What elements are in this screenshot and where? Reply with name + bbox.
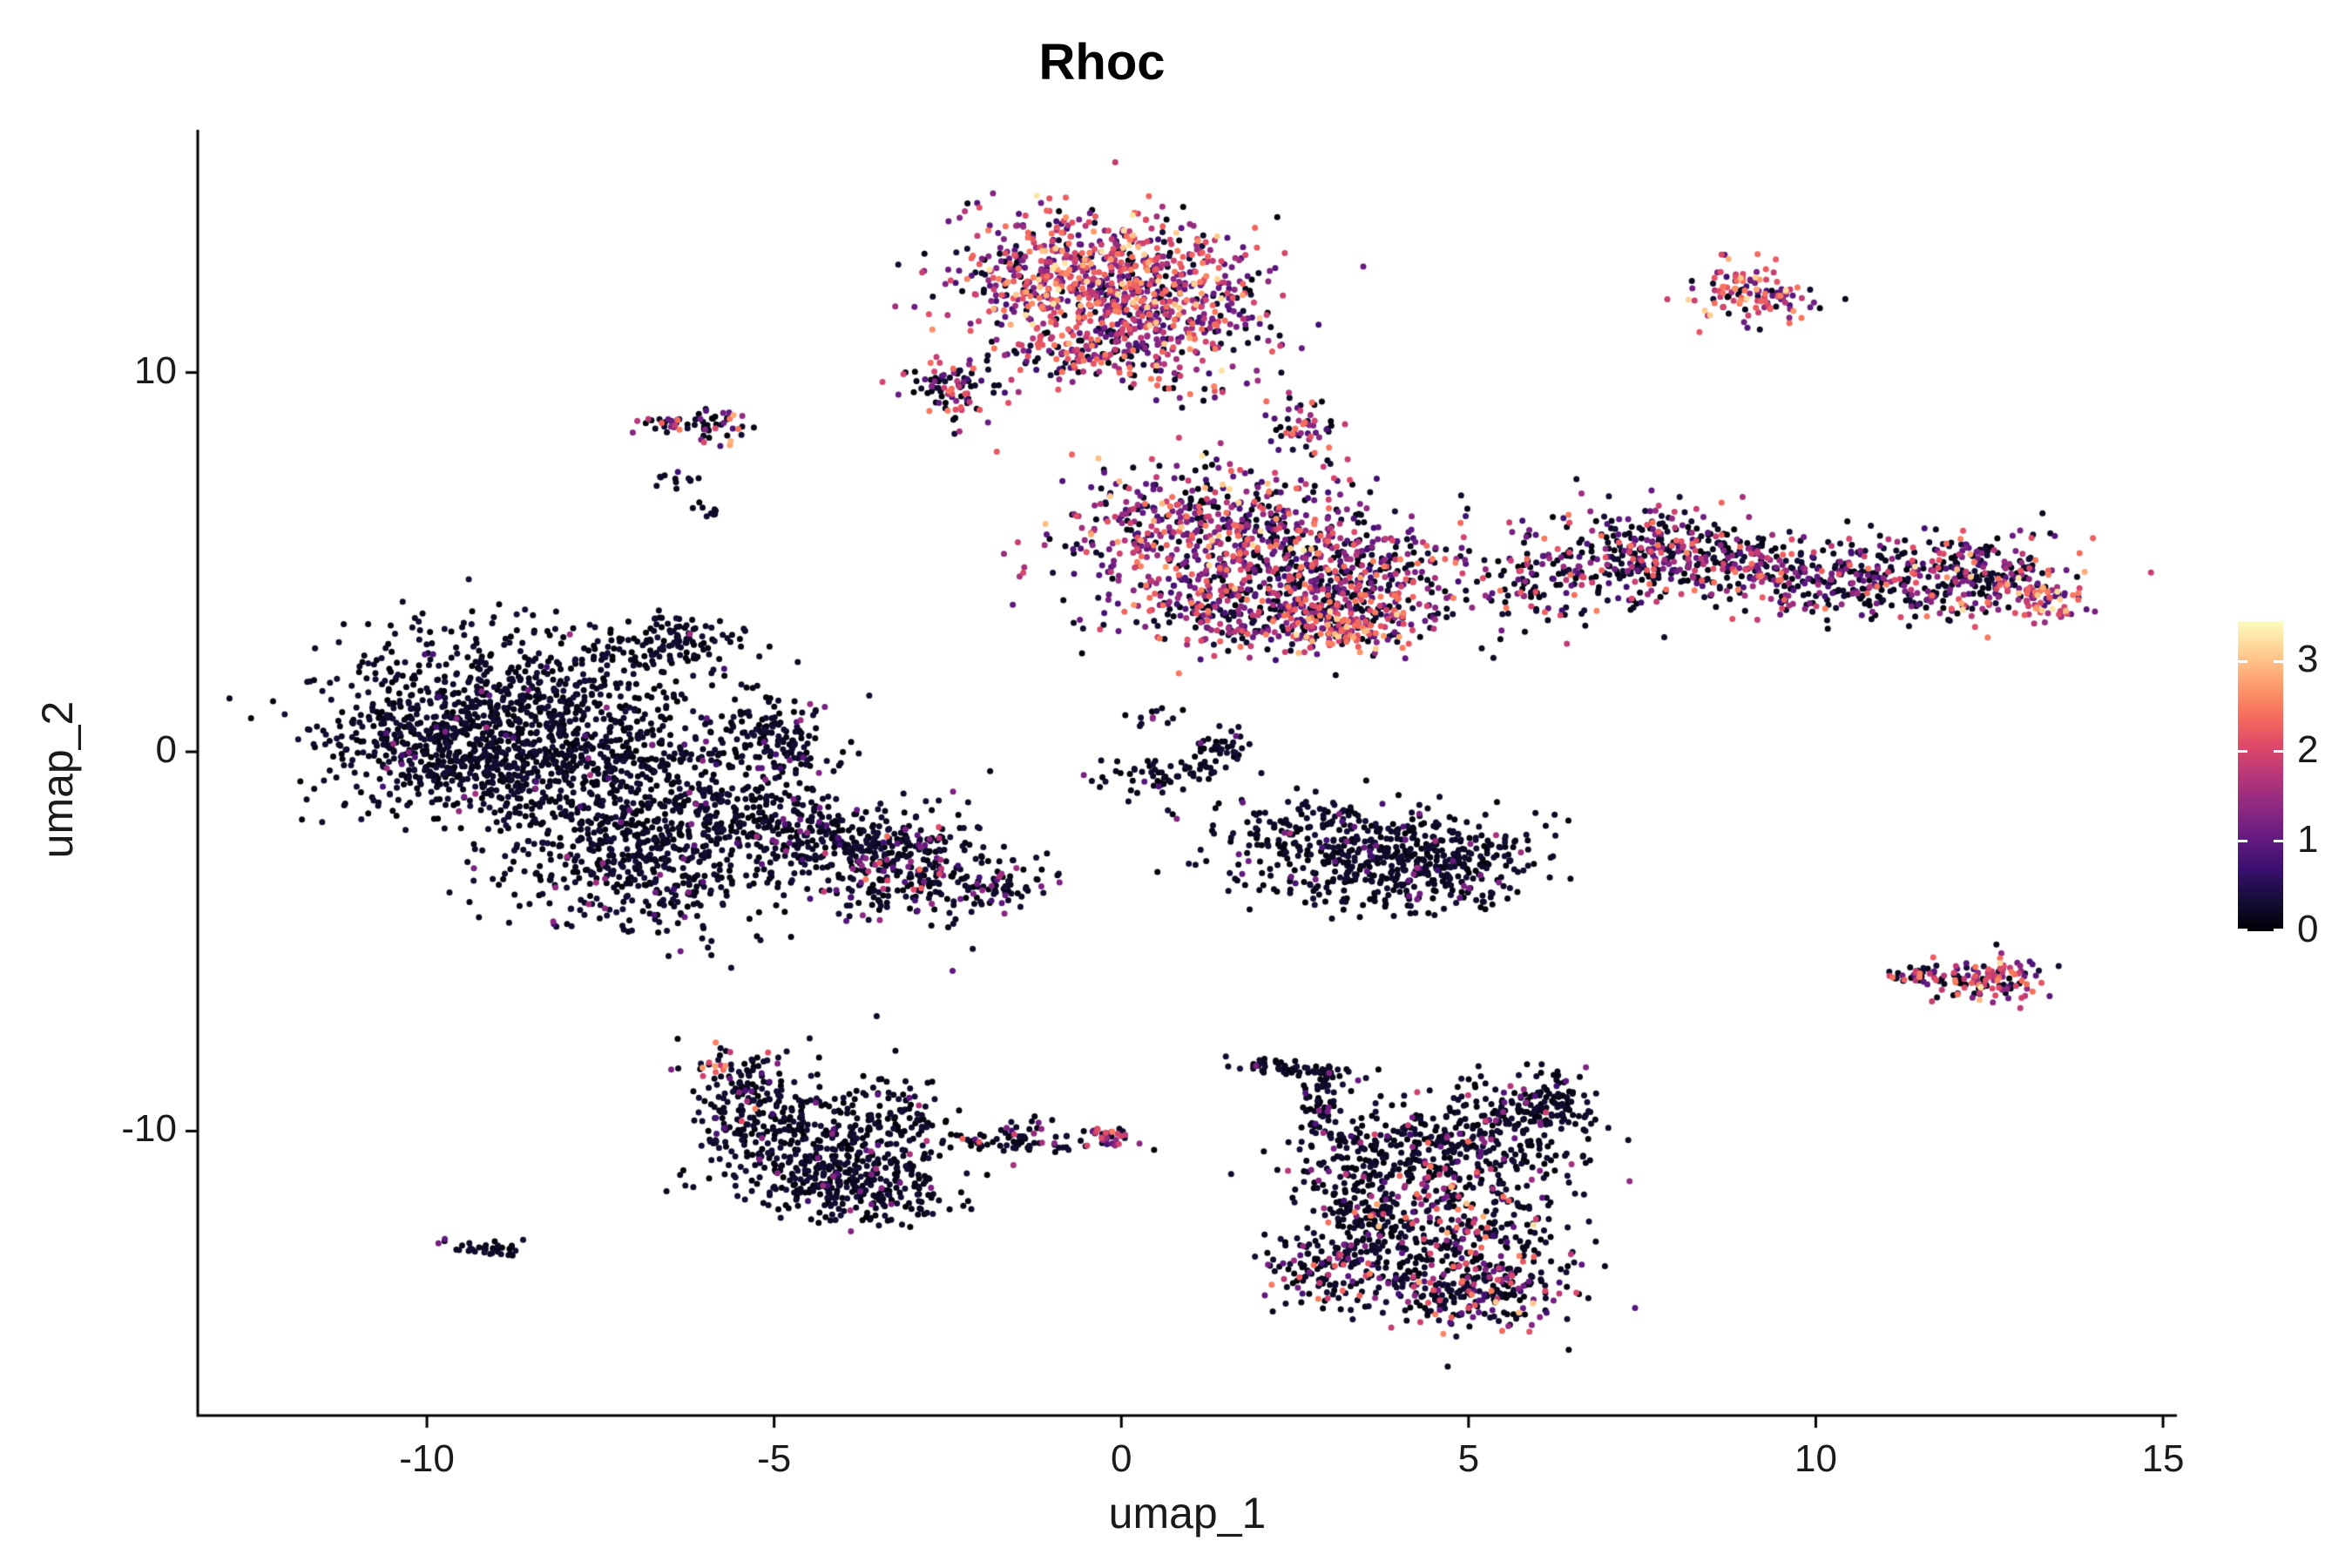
colorbar-tick-mark bbox=[2238, 659, 2247, 663]
colorbar-tick-label: 0 bbox=[2297, 908, 2319, 950]
colorbar-tick-label: 1 bbox=[2297, 817, 2319, 861]
y-tick-label: -10 bbox=[121, 1107, 177, 1151]
plot-title: Rhoc bbox=[1038, 34, 1166, 91]
x-tick-label: 10 bbox=[1794, 1437, 1837, 1480]
colorbar-tick-mark bbox=[2238, 929, 2247, 931]
colorbar-tick-mark bbox=[2238, 840, 2247, 843]
y-tick-label: 10 bbox=[134, 348, 177, 392]
colorbar-tick-mark bbox=[2274, 750, 2283, 754]
colorbar-tick-label: 2 bbox=[2297, 727, 2319, 771]
x-tick-label: -5 bbox=[757, 1437, 792, 1480]
x-tick-label: -10 bbox=[399, 1437, 455, 1480]
colorbar-tick-mark bbox=[2274, 840, 2283, 843]
colorbar-gradient bbox=[2238, 621, 2283, 931]
y-tick-label: 0 bbox=[155, 728, 177, 772]
x-tick-label: 5 bbox=[1457, 1437, 1480, 1480]
x-axis-title: umap_1 bbox=[1108, 1489, 1267, 1538]
y-axis-title: umap_2 bbox=[33, 700, 82, 859]
colorbar-tick-mark bbox=[2274, 929, 2283, 931]
colorbar-tick-label: 3 bbox=[2297, 638, 2319, 681]
x-tick-label: 15 bbox=[2141, 1437, 2185, 1480]
colorbar-tick-mark bbox=[2238, 750, 2247, 754]
x-tick-label: 0 bbox=[1111, 1437, 1132, 1480]
colorbar-tick-mark bbox=[2274, 659, 2283, 663]
colorbar-legend bbox=[2238, 621, 2283, 931]
